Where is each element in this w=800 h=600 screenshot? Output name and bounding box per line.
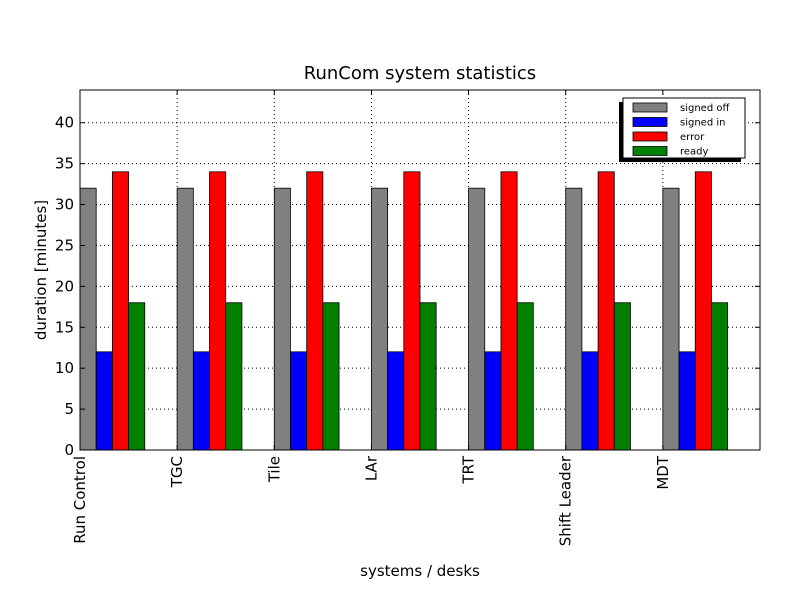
x-tick-label: Shift Leader: [557, 455, 575, 546]
bar-signed-off-tile: [273, 187, 291, 451]
bar-signed-off-run-control: [79, 187, 97, 451]
bar-signed-in-mdt: [678, 351, 696, 451]
bar-ready-shift-leader: [613, 302, 631, 451]
bar-error-mdt: [694, 171, 712, 451]
bar-signed-in-tile: [290, 351, 308, 451]
legend-swatch: [632, 102, 668, 113]
bar-signed-in-shift-leader: [581, 351, 599, 451]
y-tick-label: 30: [55, 196, 74, 214]
bar-error-tile: [306, 171, 324, 451]
legend-label: ready: [680, 147, 709, 158]
bar-signed-off-mdt: [662, 187, 680, 451]
legend-label: signed in: [680, 118, 725, 129]
bar-ready-mdt: [711, 302, 729, 451]
axis-ticks: 0 5 10 15 20 25 30 35 40 Run Control TGC Tile LAr TRT…: [55, 90, 760, 546]
y-tick-label: 40: [55, 114, 74, 132]
y-tick-label: 15: [55, 318, 74, 336]
bar-error-trt: [500, 171, 518, 451]
bar-ready-tgc: [225, 302, 243, 451]
legend-swatch: [632, 117, 668, 127]
legend-swatch: [632, 131, 668, 142]
legend: signed off signed in error ready: [619, 97, 746, 162]
x-tick-label: TGC: [168, 456, 186, 488]
bar-ready-lar: [419, 302, 437, 451]
bar-signed-in-tgc: [192, 351, 210, 451]
bar-signed-off-trt: [468, 187, 486, 451]
x-tick-label: MDT: [654, 455, 672, 489]
x-tick-label: Tile: [265, 456, 283, 483]
y-tick-label: 0: [64, 441, 74, 459]
bar-signed-off-shift-leader: [565, 187, 583, 451]
x-tick-label: LAr: [362, 455, 380, 481]
bar-error-run-control: [111, 171, 129, 451]
bar-ready-tile: [322, 302, 340, 451]
bar-signed-off-tgc: [176, 187, 194, 451]
y-tick-label: 10: [55, 359, 74, 377]
bar-error-shift-leader: [597, 171, 615, 451]
bar-ready-run-control: [128, 302, 146, 451]
legend-label: signed off: [680, 103, 730, 114]
bar-error-tgc: [209, 171, 227, 451]
bar-signed-in-lar: [387, 351, 405, 451]
x-tick-label: TRT: [460, 455, 478, 484]
bars: [79, 171, 729, 451]
plot-frame: [79, 89, 761, 451]
x-tick-label: Run Control: [71, 456, 89, 544]
y-tick-label: 35: [55, 155, 74, 173]
y-tick-label: 20: [55, 277, 74, 295]
legend-swatch: [632, 146, 668, 156]
y-tick-label: 25: [55, 236, 74, 254]
bar-error-lar: [403, 171, 421, 451]
bar-signed-in-trt: [484, 351, 502, 451]
y-tick-label: 5: [64, 400, 74, 418]
bar-signed-in-run-control: [95, 351, 113, 451]
y-axis-label: duration [minutes]: [32, 200, 50, 340]
legend-label: error: [680, 132, 705, 143]
chart-title: RunCom system statistics: [304, 63, 536, 84]
bar-ready-trt: [516, 302, 534, 451]
x-axis-label: systems / desks: [360, 562, 480, 580]
bar-signed-off-lar: [371, 187, 389, 451]
